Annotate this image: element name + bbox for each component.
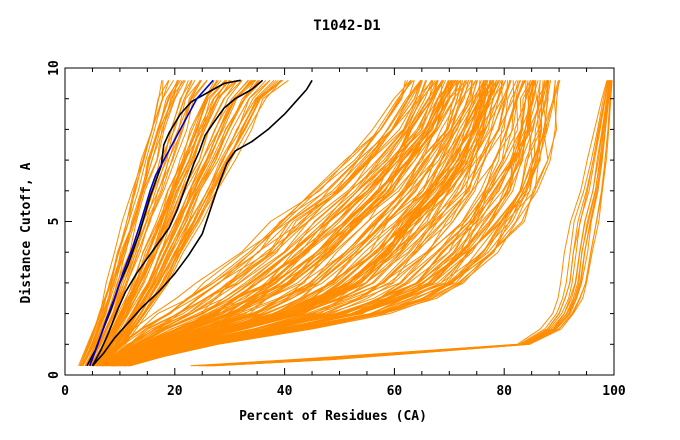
orange-curve-right-10 [190, 80, 608, 367]
orange-curve-right-9 [213, 80, 612, 367]
orange-curve-middle-143 [91, 79, 412, 367]
orange-curve-steep-51 [90, 79, 226, 367]
orange-curve-steep-35 [98, 80, 259, 367]
orange-curve-steep-62 [94, 79, 243, 367]
orange-curve-middle-124 [98, 80, 433, 367]
orange-curve-middle-120 [116, 80, 501, 367]
orange-curve-right-12 [205, 80, 611, 367]
x-tick-label-80: 80 [496, 384, 512, 399]
orange-curve-steep-54 [101, 79, 284, 367]
orange-curve-middle-145 [106, 80, 462, 367]
axis-ticks [64, 67, 615, 376]
orange-curve-steep-32 [89, 80, 218, 367]
orange-curve-steep-40 [99, 79, 275, 367]
orange-curve-steep-56 [81, 80, 179, 367]
orange-curve-steep-25 [92, 80, 232, 367]
orange-curve-middle-142 [97, 80, 428, 367]
orange-curve-steep-59 [82, 80, 181, 367]
orange-curve-right-7 [197, 80, 609, 367]
orange-curve-middle-133 [95, 79, 421, 367]
orange-curve-middle-77 [120, 80, 520, 367]
orange-curve-middle-128 [102, 80, 450, 367]
y-tick-label-10: 10 [47, 60, 62, 76]
orange-curve-middle-129 [117, 80, 512, 367]
orange-curve-middle-149 [123, 80, 538, 367]
x-tick-label-0: 0 [61, 384, 69, 399]
orange-curve-middle-136 [102, 79, 454, 367]
x-tick-label-60: 60 [387, 384, 403, 399]
series-line-1 [91, 79, 264, 367]
orange-curve-middle-97 [103, 80, 449, 367]
orange-curve-steep-64 [97, 79, 264, 367]
series-line-3 [88, 79, 214, 367]
x-axis-label: Percent of Residues (CA) [239, 409, 427, 424]
x-tick-label-20: 20 [167, 384, 183, 399]
orange-curve-middle-114 [116, 80, 504, 367]
orange-curve-steep-63 [81, 80, 183, 367]
y-tick-label-5: 5 [47, 218, 62, 226]
orange-curve-steep-57 [85, 80, 202, 367]
orange-curve-middle-127 [108, 80, 473, 367]
highlighted-series [86, 79, 313, 367]
orange-curve-steep-43 [91, 79, 236, 367]
orange-curve-middle-123 [103, 80, 451, 367]
orange-curve-middle-139 [98, 80, 427, 367]
orange-curve-middle-138 [111, 80, 485, 367]
orange-curve-middle-147 [120, 80, 519, 367]
y-axis-label: Distance Cutoff, A [19, 162, 34, 303]
orange-curve-middle-146 [127, 80, 549, 367]
orange-curve-middle-103 [107, 80, 472, 367]
orange-curve-middle-134 [101, 80, 438, 367]
orange-curve-middle-122 [108, 80, 464, 367]
orange-curve-middle-137 [101, 80, 439, 367]
orange-curves [78, 79, 613, 367]
orange-curve-right-14 [209, 80, 612, 367]
orange-curve-steep-28 [79, 80, 170, 366]
series-line-2 [91, 79, 313, 367]
tick-labels: 0 20 40 60 80 100 0 5 10 [47, 60, 626, 399]
orange-curve-middle-148 [92, 80, 411, 367]
y-tick-label-0: 0 [47, 371, 62, 379]
orange-curve-middle-140 [93, 80, 412, 367]
orange-curve-steep-45 [91, 80, 228, 367]
orange-curve-steep-52 [99, 79, 267, 367]
orange-curve-middle-115 [111, 80, 487, 367]
orange-curve-right-13 [193, 80, 609, 367]
orange-curve-steep-55 [95, 79, 253, 367]
orange-curve-middle-67 [104, 80, 456, 367]
x-tick-label-100: 100 [602, 384, 626, 399]
chart-title: T1042-D1 [313, 18, 380, 34]
orange-curve-middle-144 [95, 80, 422, 367]
orange-curve-middle-135 [109, 80, 479, 367]
x-tick-label-40: 40 [277, 384, 293, 399]
orange-curve-steep-58 [100, 79, 279, 367]
